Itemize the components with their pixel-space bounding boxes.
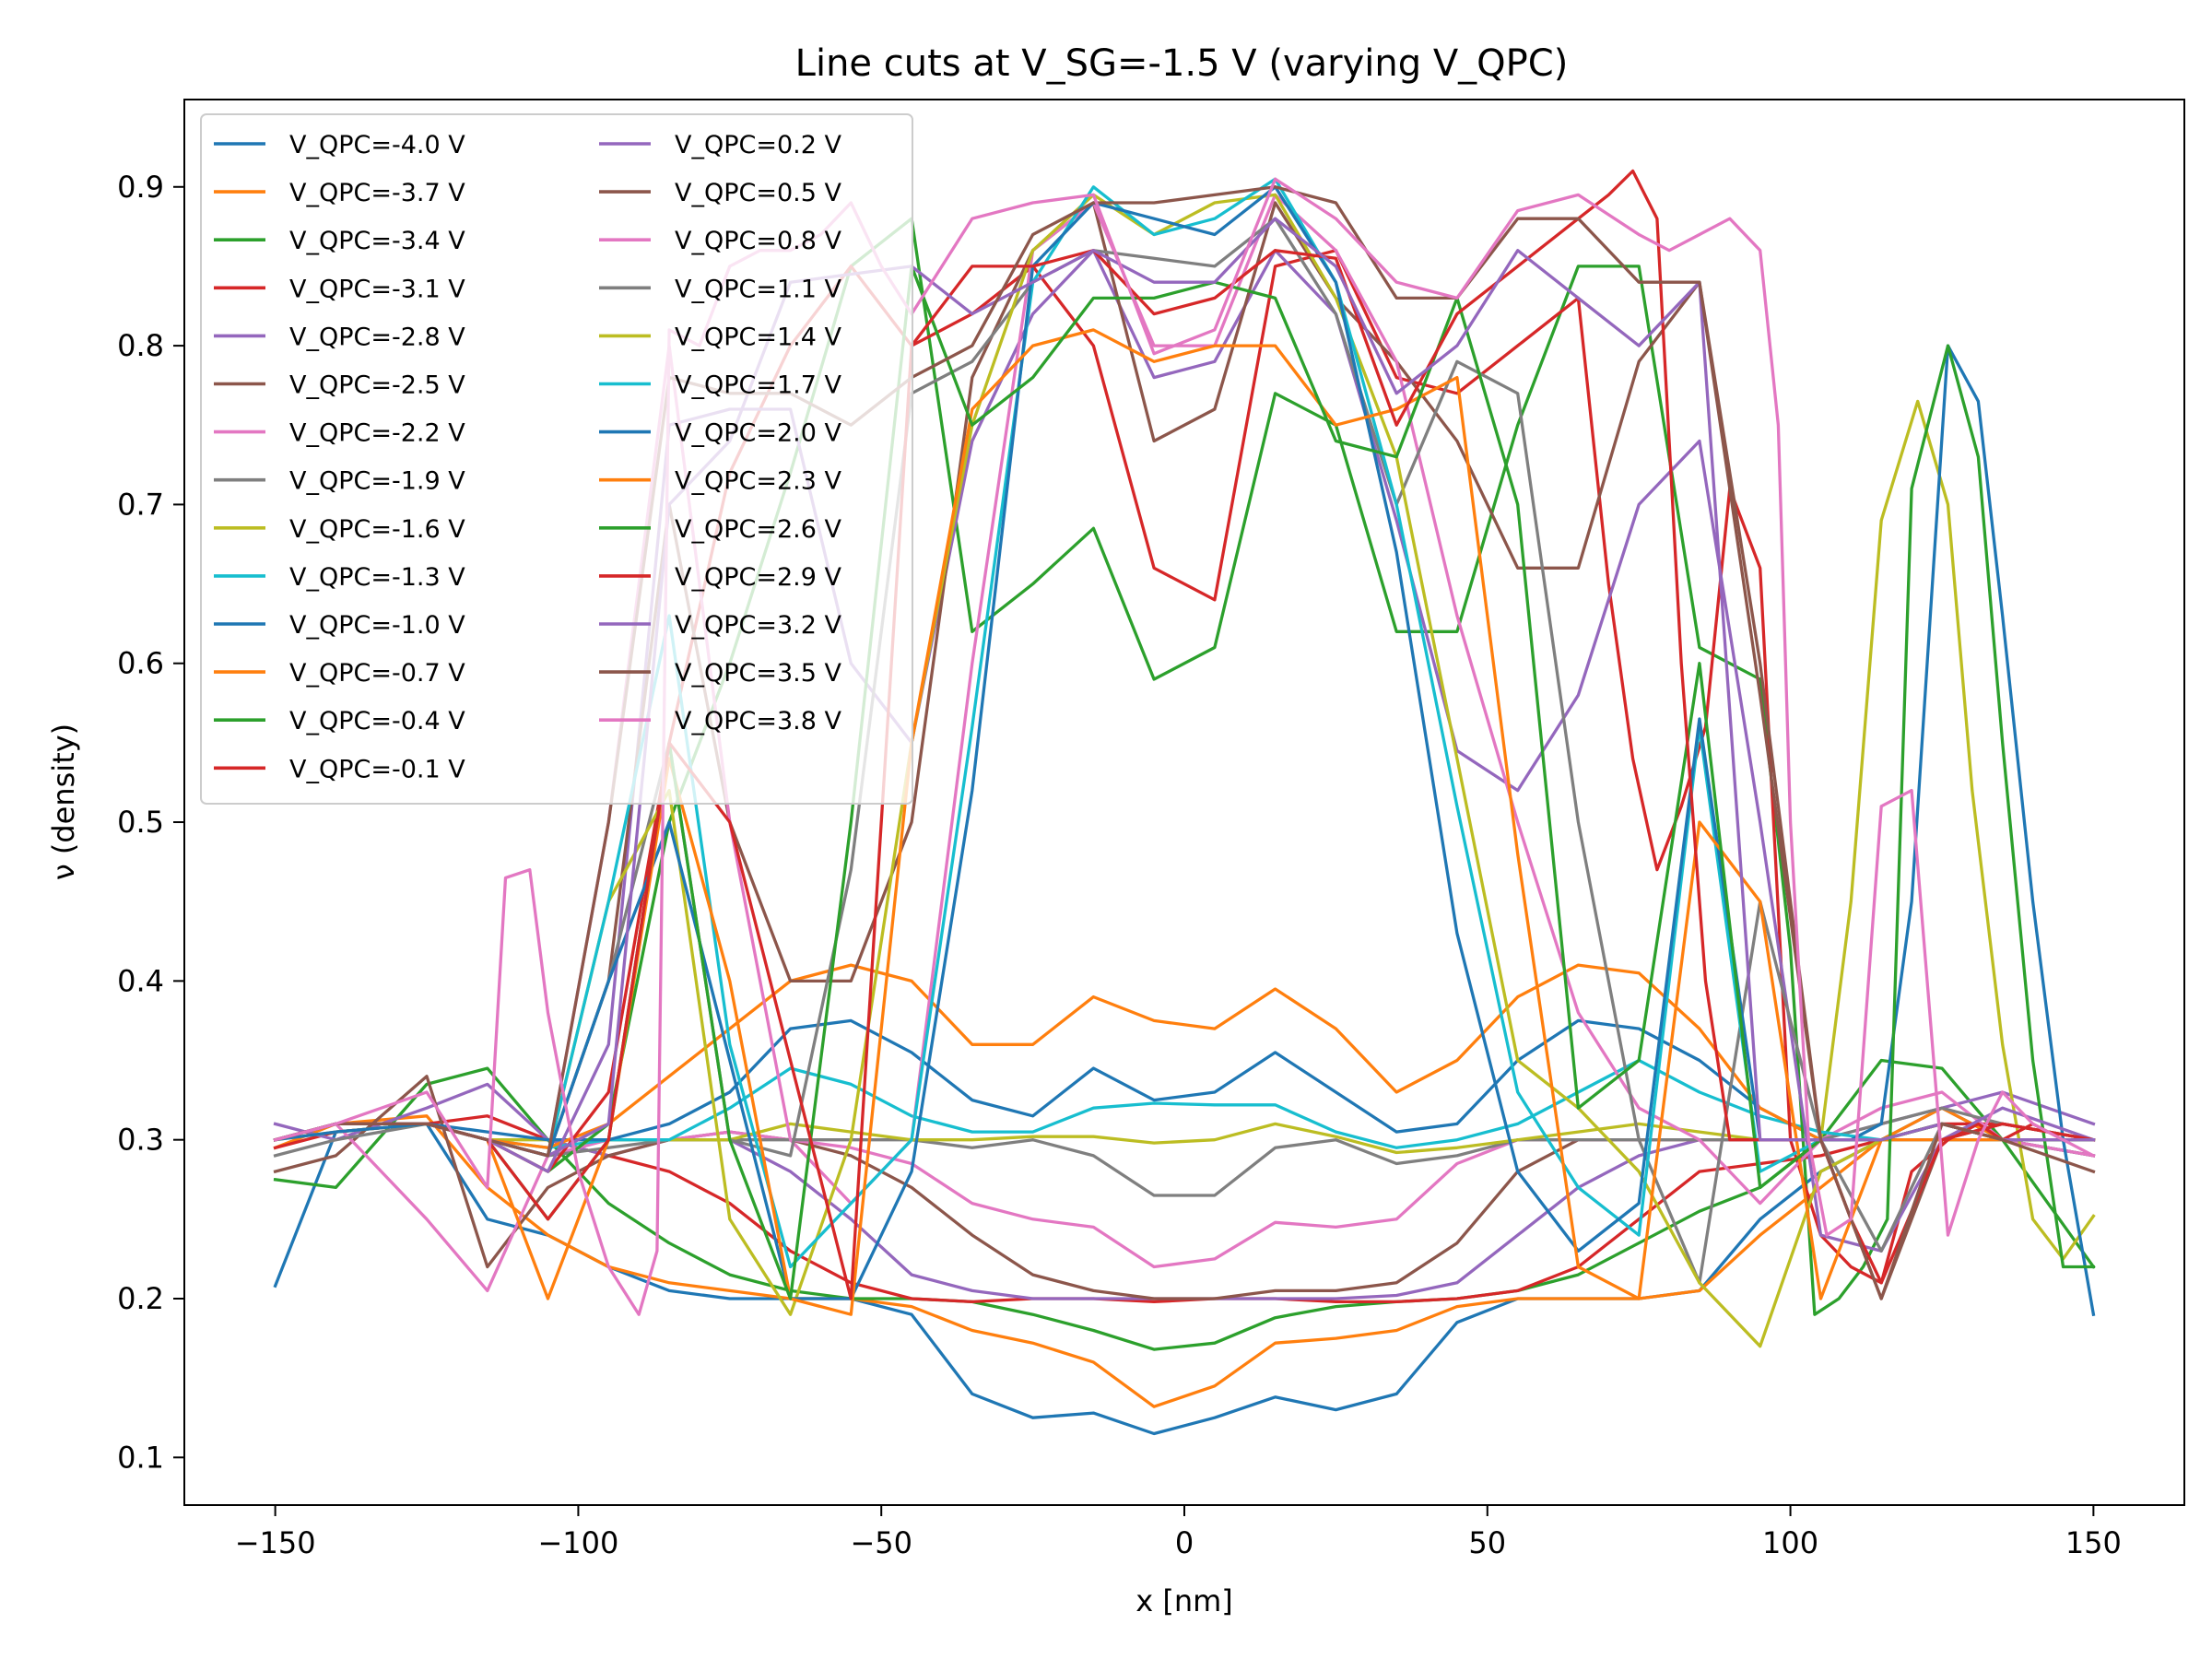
legend-label: V_QPC=0.5 V [675,179,842,207]
legend-label: V_QPC=0.8 V [675,227,842,255]
legend-label: V_QPC=-1.9 V [289,467,465,496]
legend-label: V_QPC=-2.2 V [289,419,465,448]
y-tick-label: 0.7 [117,487,164,522]
legend-box [200,113,913,805]
y-tick-label: 0.2 [117,1281,164,1316]
x-tick-label: 100 [1762,1525,1818,1560]
legend-label: V_QPC=1.1 V [675,275,842,303]
legend-label: V_QPC=-1.6 V [289,515,465,544]
legend-label: V_QPC=3.5 V [675,659,842,688]
x-tick-label: 50 [1468,1525,1506,1560]
legend-label: V_QPC=2.3 V [675,467,842,496]
chart-title: Line cuts at V_SG=-1.5 V (varying V_QPC) [795,42,1569,85]
series-line-1 [273,1106,2096,1408]
y-tick-label: 0.3 [117,1123,164,1158]
series-line-14 [273,249,2096,1253]
y-tick-label: 0.8 [117,328,164,363]
legend-label: V_QPC=3.8 V [675,707,842,735]
y-tick-label: 0.1 [117,1440,164,1475]
series-line-25 [273,185,2096,1300]
legend-label: V_QPC=-3.1 V [289,275,465,303]
y-tick-label: 0.6 [117,646,164,681]
x-tick-label: −150 [235,1525,316,1560]
y-tick-label: 0.4 [117,963,164,998]
legend-label: V_QPC=-2.5 V [289,371,465,400]
legend-label: V_QPC=-0.4 V [289,707,465,735]
x-tick-label: −50 [850,1525,912,1560]
legend-label: V_QPC=-0.1 V [289,755,465,783]
y-axis-label: ν (density) [46,724,81,880]
x-axis-label: x [nm] [1135,1583,1233,1618]
x-tick-label: 150 [2065,1525,2122,1560]
series-line-10 [273,344,2096,1317]
legend-label: V_QPC=-3.4 V [289,227,465,255]
legend-label: V_QPC=-1.3 V [289,563,465,592]
series-line-26 [273,177,2096,1316]
legend-label: V_QPC=3.2 V [675,611,842,640]
legend-label: V_QPC=-1.0 V [289,611,465,640]
y-axis-ticks: 0.1 0.2 0.3 0.4 0.5 0.6 0.7 0.8 0.9 [117,170,184,1475]
legend-label: V_QPC=1.7 V [675,371,842,400]
legend-label: V_QPC=1.4 V [675,323,842,351]
legend-label: V_QPC=-2.8 V [289,323,465,351]
x-axis-ticks: −150 −100 −50 0 50 100 150 [235,1505,2122,1560]
series-layer [273,169,2096,1436]
legend-label: V_QPC=2.9 V [675,563,842,592]
legend-label: V_QPC=2.0 V [675,419,842,448]
legend-label: V_QPC=-4.0 V [289,131,465,159]
legend-label: V_QPC=-3.7 V [289,179,465,207]
series-line-24 [273,217,2096,1158]
legend-label: V_QPC=-0.7 V [289,659,465,688]
x-tick-label: 0 [1175,1525,1194,1560]
legend-label: V_QPC=0.2 V [675,131,842,159]
x-tick-label: −100 [537,1525,618,1560]
plot-frame [183,99,2185,1506]
legend: V_QPC=-4.0 V V_QPC=-3.7 V V_QPC=-3.4 V V_QP… [200,113,913,805]
series-line-21 [273,328,2096,1316]
y-tick-label: 0.9 [117,170,164,205]
legend-label: V_QPC=2.6 V [675,515,842,544]
y-tick-label: 0.5 [117,805,164,840]
